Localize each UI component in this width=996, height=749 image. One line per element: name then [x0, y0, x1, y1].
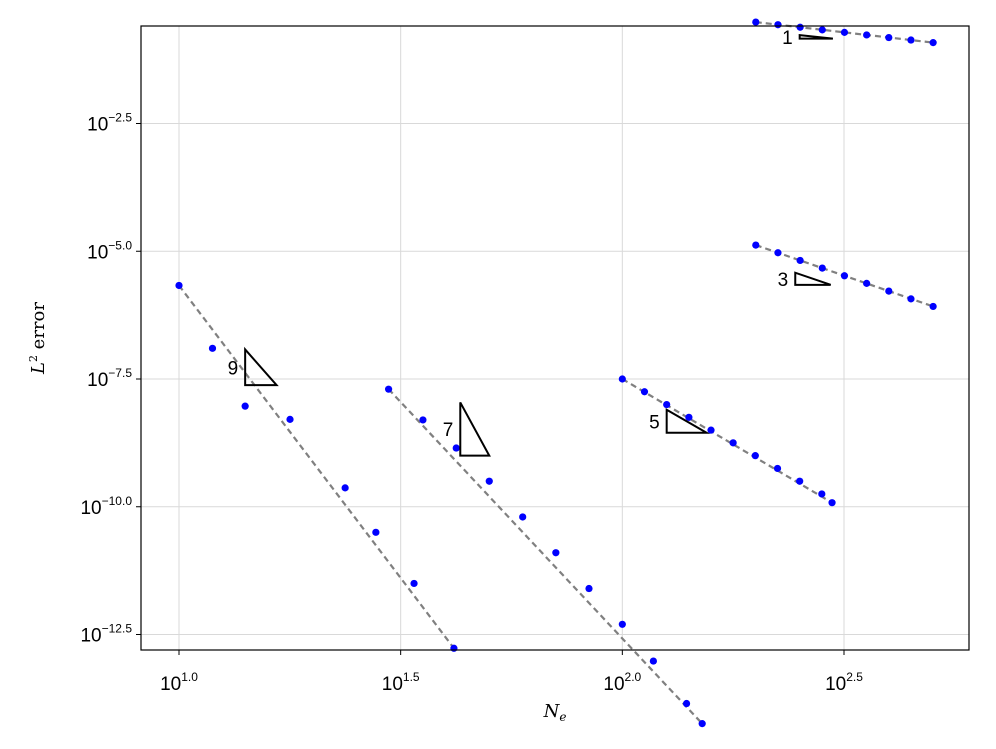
data-point [618, 620, 626, 628]
data-point [640, 388, 649, 396]
data-point [796, 256, 804, 265]
fit-line-slope-7 [387, 388, 703, 725]
data-point [729, 439, 737, 447]
data-point [773, 464, 782, 473]
data-point [410, 579, 418, 588]
data-point [384, 385, 393, 393]
data-point [682, 699, 691, 708]
data-point [663, 400, 671, 409]
data-point [519, 513, 527, 521]
data-point [752, 18, 760, 26]
y-tick-label: 10−2.5 [87, 111, 132, 136]
data-point [419, 416, 427, 424]
y-axis-title: L2 error [27, 302, 49, 375]
data-point [552, 549, 560, 557]
data-point [685, 413, 693, 421]
slope-label: 1 [782, 28, 793, 49]
data-point [341, 484, 349, 492]
data-point [885, 287, 893, 295]
data-point [485, 477, 493, 485]
x-tick-label: 102.5 [825, 670, 863, 695]
data-point [372, 528, 380, 536]
data-point [618, 375, 626, 383]
slope-triangle-1 [798, 33, 833, 40]
data-point [752, 241, 760, 249]
y-ticks: 10−2.5 10−5.0 10−7.5 10−10.0 10−12.5 [80, 111, 141, 647]
data-point [774, 249, 782, 257]
slope-label: 5 [649, 412, 660, 433]
data-point [828, 499, 836, 507]
data-point [818, 490, 826, 498]
data-point [907, 36, 915, 44]
data-point [796, 477, 804, 485]
slope-triangle-3 [794, 271, 832, 286]
data-point [929, 302, 937, 311]
y-tick-label: 10−10.0 [80, 494, 132, 519]
slope-triangle-9 [244, 346, 279, 387]
data-point [863, 31, 871, 39]
slope-label: 9 [228, 358, 239, 379]
data-point [286, 415, 294, 423]
x-ticks: 101.0 101.5 102.0 102.5 [160, 650, 863, 695]
data-point [818, 26, 826, 34]
plot-frame [140, 25, 970, 651]
data-point [649, 657, 657, 665]
data-point [175, 281, 183, 290]
slope-label: 7 [443, 420, 454, 441]
y-tick-label: 10−5.0 [87, 238, 132, 263]
data-point [863, 279, 871, 287]
data-point [885, 33, 893, 42]
data-point [452, 444, 460, 452]
y-tick-label: 10−7.5 [87, 366, 132, 391]
data-point [208, 344, 217, 352]
grid [141, 26, 969, 650]
data-point [585, 584, 593, 593]
data-point [840, 272, 849, 280]
data-point [796, 23, 804, 31]
data-point [241, 402, 249, 410]
data-point [450, 644, 458, 652]
data-point [698, 720, 706, 728]
data-point [707, 426, 715, 434]
x-tick-label: 102.0 [603, 670, 641, 695]
data-point [840, 28, 849, 36]
data-point [774, 21, 782, 29]
slope-label: 3 [778, 270, 789, 291]
slope-triangles: 1 3 5 7 9 [228, 28, 833, 457]
x-tick-label: 101.5 [382, 670, 420, 695]
x-tick-label: 101.0 [160, 670, 198, 695]
data-point [907, 295, 915, 303]
y-tick-label: 10−12.5 [80, 622, 132, 647]
data-point [751, 452, 759, 460]
data-point [929, 39, 937, 47]
data-points [175, 18, 937, 728]
data-point [818, 264, 826, 272]
fit-line-slope-9 [178, 284, 455, 649]
slope-triangle-5 [665, 408, 711, 434]
slope-triangle-7 [459, 401, 491, 457]
